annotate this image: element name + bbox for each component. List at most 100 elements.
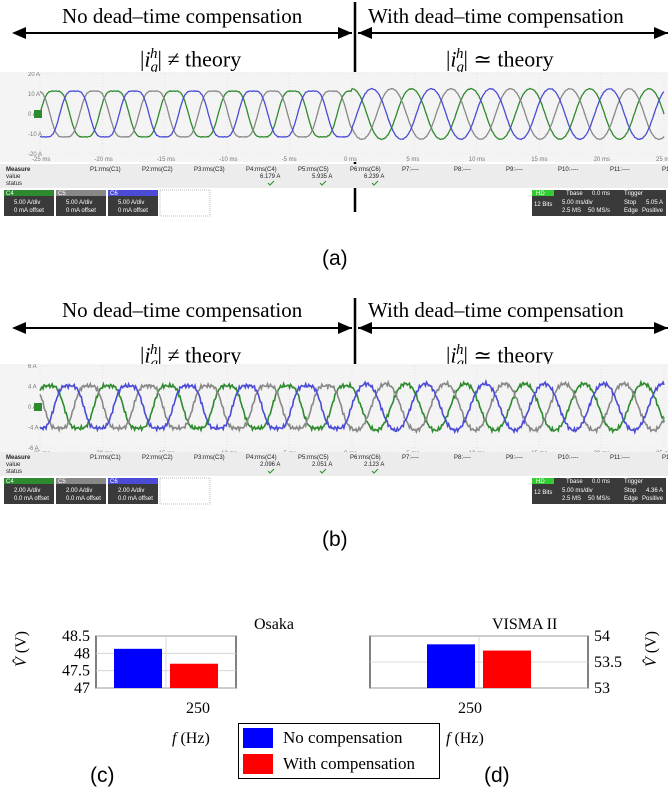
y-tick-label: 47 (74, 680, 90, 697)
scope-x-tick: 0 ms (344, 157, 357, 162)
scope-y-tick: -4 A (28, 426, 39, 432)
chart-d-ylabel: V̂ (V) (643, 631, 660, 667)
scope-x-tick: -5 ms (282, 157, 297, 162)
trigger-value: 4.36 A (646, 488, 663, 494)
status-check-icon (371, 180, 379, 186)
scope-bg (0, 72, 668, 162)
empty-chip (159, 477, 211, 505)
measure-param: P7:---- (402, 167, 419, 173)
channel-offset: 0 mA offset (14, 208, 44, 214)
scope-panel-b: No dead–time compensation With dead–time… (0, 292, 668, 442)
measure-param: P12:---- (662, 455, 668, 461)
header-left-b: No dead–time compensation (62, 298, 303, 322)
channel-scale: 5.00 A/div (118, 200, 144, 206)
channel-scale: 5.00 A/div (14, 200, 40, 206)
scope-bg (0, 364, 668, 456)
value-label: value (6, 462, 21, 468)
channel-chip-header (108, 190, 158, 196)
scope-trace-c6 (39, 87, 665, 141)
stop-label: Stop (624, 200, 637, 206)
panel-label-c: (c) (90, 764, 115, 787)
measure-param: P11:---- (610, 455, 630, 461)
measure-param: P5:rms(C5) (298, 167, 329, 173)
rate-label: 2.5 MS (562, 208, 581, 214)
panel-label-b: (b) (322, 528, 348, 551)
channel-offset: 0.0 mA offset (118, 496, 153, 502)
scope-channel-marker (34, 110, 42, 118)
srate-label: 50 MS/s (588, 208, 610, 214)
bits-label: 12 Bits (534, 202, 552, 208)
measure-param: P6:rms(C6) (350, 455, 381, 461)
scope-y-tick: 20 A (28, 72, 40, 78)
bar-chart-visma: 53 53.5 54 (369, 628, 622, 697)
channel-name: C6 (110, 191, 118, 197)
measure-param: P10:---- (558, 455, 578, 461)
scope-x-tick: -15 ms (157, 157, 175, 162)
tbase-value: 0.0 ms (592, 191, 610, 197)
chart-c-annotation: Osaka (254, 616, 294, 633)
legend-swatch-with-comp (243, 754, 273, 774)
channel-chip-header (108, 478, 158, 484)
measure-param: P3:rms(C3) (194, 455, 225, 461)
eq-left-a: |igh| ≠ theory (140, 46, 242, 76)
scope-x-tick: -20 ms (94, 157, 112, 162)
chart-c-xlabel: f (Hz) (172, 730, 210, 747)
measure-param: P11:---- (610, 167, 630, 173)
chart-c-category: 250 (186, 700, 210, 717)
chart-d-category: 250 (458, 700, 482, 717)
y-tick-label: 48.5 (62, 628, 90, 645)
bits-label: 12 Bits (534, 490, 552, 496)
tbase-label: Tbase (566, 191, 583, 197)
eq-right-a: |igh| ≃ theory (446, 46, 554, 76)
scope-panel-a: No dead–time compensation With dead–time… (0, 0, 668, 280)
chart-legend: No compensation With compensation (238, 723, 440, 779)
scope-y-tick: -10 A (28, 132, 42, 138)
hd-badge (532, 478, 554, 484)
rate-label: 2.5 MS (562, 496, 581, 502)
channel-offset: 0.0 mA offset (66, 496, 101, 502)
status-check-icon (319, 180, 327, 186)
scope-x-tick: 15 ms (531, 157, 547, 162)
channel-scale: 2.00 A/div (66, 488, 92, 494)
scope-y-tick: 10 A (28, 92, 40, 98)
scope-screen-a: 20 A 10 A 0 A -10 A -20 A-25 ms -20 ms -15 ms -… (0, 72, 668, 162)
status-check-icon (267, 180, 275, 186)
status-check-icon (267, 468, 275, 474)
legend-item-no-comp: No compensation (243, 727, 402, 749)
trigger-label: Trigger (624, 191, 643, 197)
timebase-box (532, 478, 666, 504)
measure-bg (0, 164, 668, 188)
trigger-label: Trigger (624, 479, 643, 485)
scope-y-tick: -6 A (28, 446, 39, 452)
header-left-a: No dead–time compensation (62, 4, 303, 28)
y-tick-label: 53 (594, 680, 610, 697)
bar-no-compensation (114, 648, 162, 688)
channel-name: C4 (6, 479, 14, 485)
chart-d-annotation: VISMA II (492, 616, 558, 633)
measure-param: P1:rms(C1) (90, 455, 121, 461)
eq-left-b: |igh| ≠ theory (140, 342, 242, 372)
stop-label: Stop (624, 488, 637, 494)
positive-label: Positive (642, 496, 664, 502)
bar-with-compensation (483, 650, 531, 688)
scope-y-tick: 4 A (28, 385, 37, 391)
measure-value: 5.935 A (312, 174, 332, 180)
tbase-value: 0.0 ms (592, 479, 610, 485)
scope-y-tick: 0 A (28, 112, 37, 118)
measure-param: P6:rms(C6) (350, 167, 381, 173)
scope-trace-c5 (39, 379, 665, 435)
scope-trace-c6 (39, 378, 665, 435)
status-label: status (6, 469, 22, 475)
eq-right-b: |igh| ≃ theory (446, 342, 554, 372)
measure-bg (0, 452, 668, 476)
scope-x-tick: 5 ms (406, 157, 419, 162)
trigger-value: 5.05 A (646, 200, 663, 206)
measure-param: P2:rms(C2) (142, 167, 173, 173)
channel-name: C5 (58, 479, 66, 485)
measure-label: Measure (6, 455, 31, 461)
panel-label-d: (d) (484, 764, 510, 787)
scope-y-tick: 6 A (28, 364, 37, 370)
scope-trace-c4 (39, 379, 665, 435)
